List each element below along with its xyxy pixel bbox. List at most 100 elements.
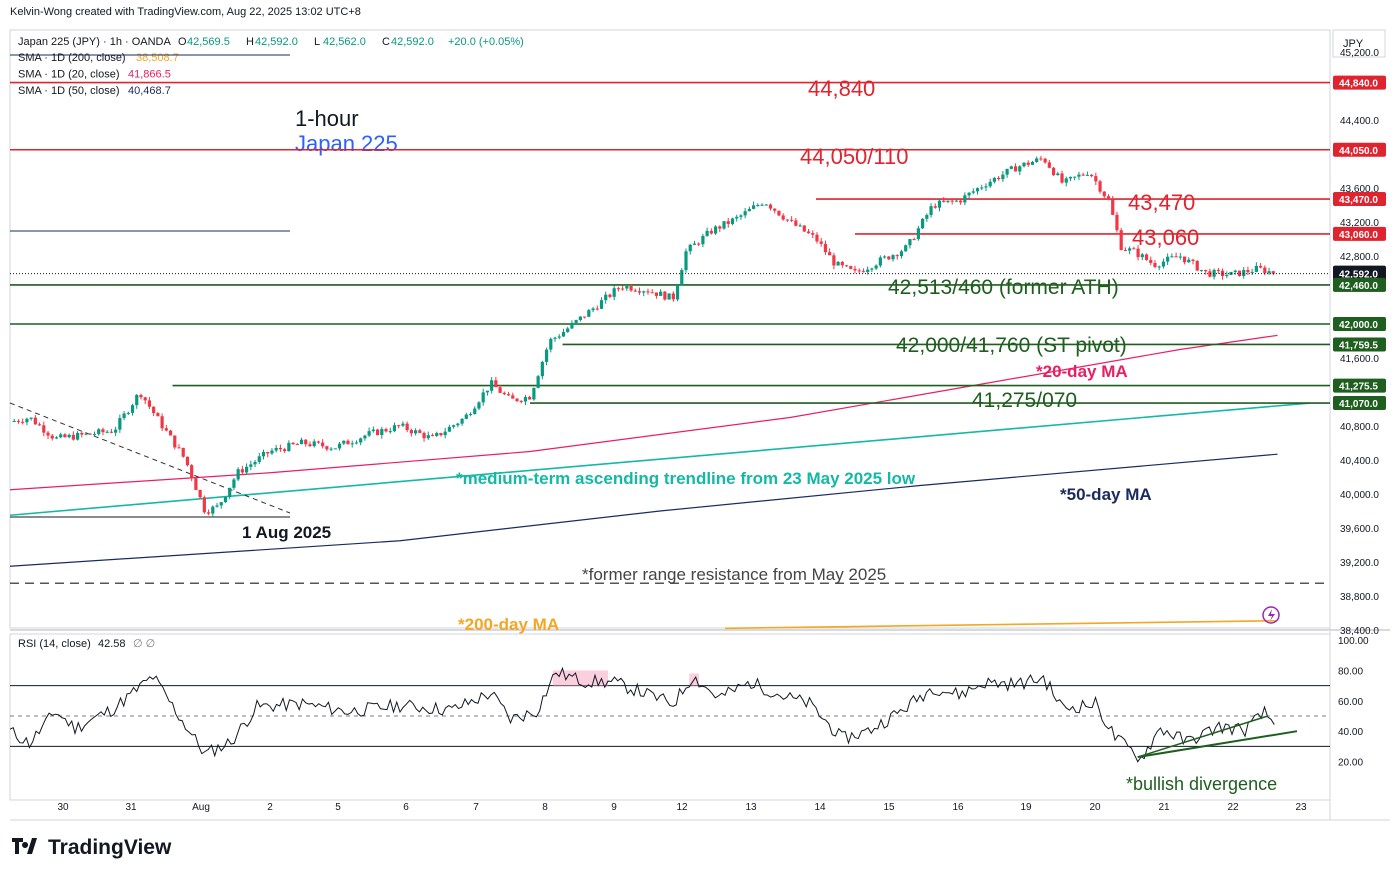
rsi-tick-label: 100.00 <box>1338 636 1369 647</box>
annotation-aug-low: 1 Aug 2025 <box>242 523 331 542</box>
candle-body <box>942 200 946 202</box>
candle-body <box>578 316 582 321</box>
candle-body <box>621 288 625 290</box>
legend-ohlc-key: H <box>246 36 254 48</box>
candle-body <box>646 291 650 293</box>
candle-body <box>76 432 80 440</box>
candle-body <box>853 268 857 271</box>
candle-body <box>1060 173 1064 183</box>
candle-body <box>692 243 697 245</box>
price-badge-label: 42,592.0 <box>1339 270 1378 281</box>
candle-body <box>477 402 481 409</box>
candle-body <box>828 252 832 256</box>
candle-body <box>566 328 570 333</box>
price-badge-label: 41,759.5 <box>1339 340 1378 351</box>
annotation-50day-ma: *50-day MA <box>1060 485 1152 504</box>
lightning-icon <box>1262 606 1280 624</box>
candle-body <box>316 441 321 443</box>
candle-body <box>794 220 798 226</box>
candle-body <box>874 265 878 269</box>
candle-body <box>790 219 794 221</box>
candle-body <box>659 291 663 296</box>
legend-ohlc-key: L <box>314 36 320 48</box>
candle-body <box>1204 269 1208 272</box>
candle-body <box>1187 259 1191 263</box>
candle-body <box>777 210 781 216</box>
candle-body <box>511 395 515 399</box>
sma50-line <box>9 453 1278 567</box>
annotation-20day-ma: *20-day MA <box>1036 362 1128 381</box>
time-tick-label: 8 <box>542 802 548 813</box>
candle-body <box>954 200 958 202</box>
candle-body <box>811 233 815 235</box>
candle-body <box>447 426 451 432</box>
candle-body <box>1242 269 1246 277</box>
candle-body <box>228 487 232 497</box>
candle-body <box>190 465 194 479</box>
candle-body <box>418 430 422 433</box>
price-tick-label: 42,800.0 <box>1340 252 1379 263</box>
candle-body <box>1178 256 1182 258</box>
candle-body <box>616 288 620 290</box>
rsi-tick-label: 40.00 <box>1338 727 1363 738</box>
candle-body <box>967 192 971 196</box>
candle-body <box>97 429 101 435</box>
candle-body <box>430 435 435 437</box>
candle-body <box>397 425 401 427</box>
candle-body <box>1106 196 1111 200</box>
candle-body <box>1246 269 1250 273</box>
candle-body <box>126 412 130 414</box>
annotation-43060: 43,060 <box>1132 225 1199 250</box>
candle-body <box>925 215 929 219</box>
candle-body <box>1026 162 1030 165</box>
candle-body <box>414 430 418 434</box>
candle-body <box>1013 166 1018 172</box>
brand-logo[interactable]: TradingView <box>12 836 171 860</box>
candle-body <box>202 497 206 513</box>
candle-body <box>1123 249 1127 251</box>
candle-body <box>553 337 557 339</box>
candle-body <box>160 416 164 429</box>
candle-body <box>959 200 963 203</box>
candle-body <box>988 181 992 187</box>
candle-body <box>933 206 937 208</box>
candle-body <box>760 204 764 206</box>
candle-body <box>130 405 135 413</box>
candle-body <box>1039 158 1043 160</box>
annotation-former-ath: 42,513/460 (former ATH) <box>888 276 1119 299</box>
candle-body <box>515 398 519 402</box>
candle-body <box>299 439 304 445</box>
candle-body <box>498 387 502 393</box>
candle-body <box>540 361 544 377</box>
candle-body <box>50 435 54 439</box>
candle-body <box>680 270 684 286</box>
candle-body <box>185 456 190 466</box>
time-tick-label: 21 <box>1158 802 1170 813</box>
candle-body <box>705 230 709 236</box>
annotation-44050: 44,050/110 <box>800 144 908 169</box>
bullish-divergence-line <box>1137 730 1298 759</box>
candle-body <box>211 506 215 514</box>
candle-body <box>1073 176 1077 178</box>
candle-body <box>675 285 680 300</box>
time-tick-label: 22 <box>1227 802 1239 813</box>
candle-body <box>929 206 933 216</box>
time-tick-label: 7 <box>473 802 479 813</box>
currency-label: JPY <box>1343 38 1364 50</box>
candle-body <box>274 447 278 451</box>
chart-timeframe-title: 1-hour <box>295 106 359 131</box>
price-badge-label: 44,050.0 <box>1339 146 1378 157</box>
candle-body <box>84 433 88 435</box>
price-badge-label: 43,470.0 <box>1339 195 1378 206</box>
candle-body <box>1233 270 1237 272</box>
price-tick-label: 39,200.0 <box>1340 558 1379 569</box>
candle-body <box>232 479 236 488</box>
candle-body <box>456 423 460 426</box>
candle-body <box>71 434 75 440</box>
candle-body <box>663 291 667 300</box>
candle-body <box>1136 248 1140 258</box>
candle-body <box>253 461 257 465</box>
candle-body <box>261 452 266 457</box>
candle-body <box>122 413 126 419</box>
